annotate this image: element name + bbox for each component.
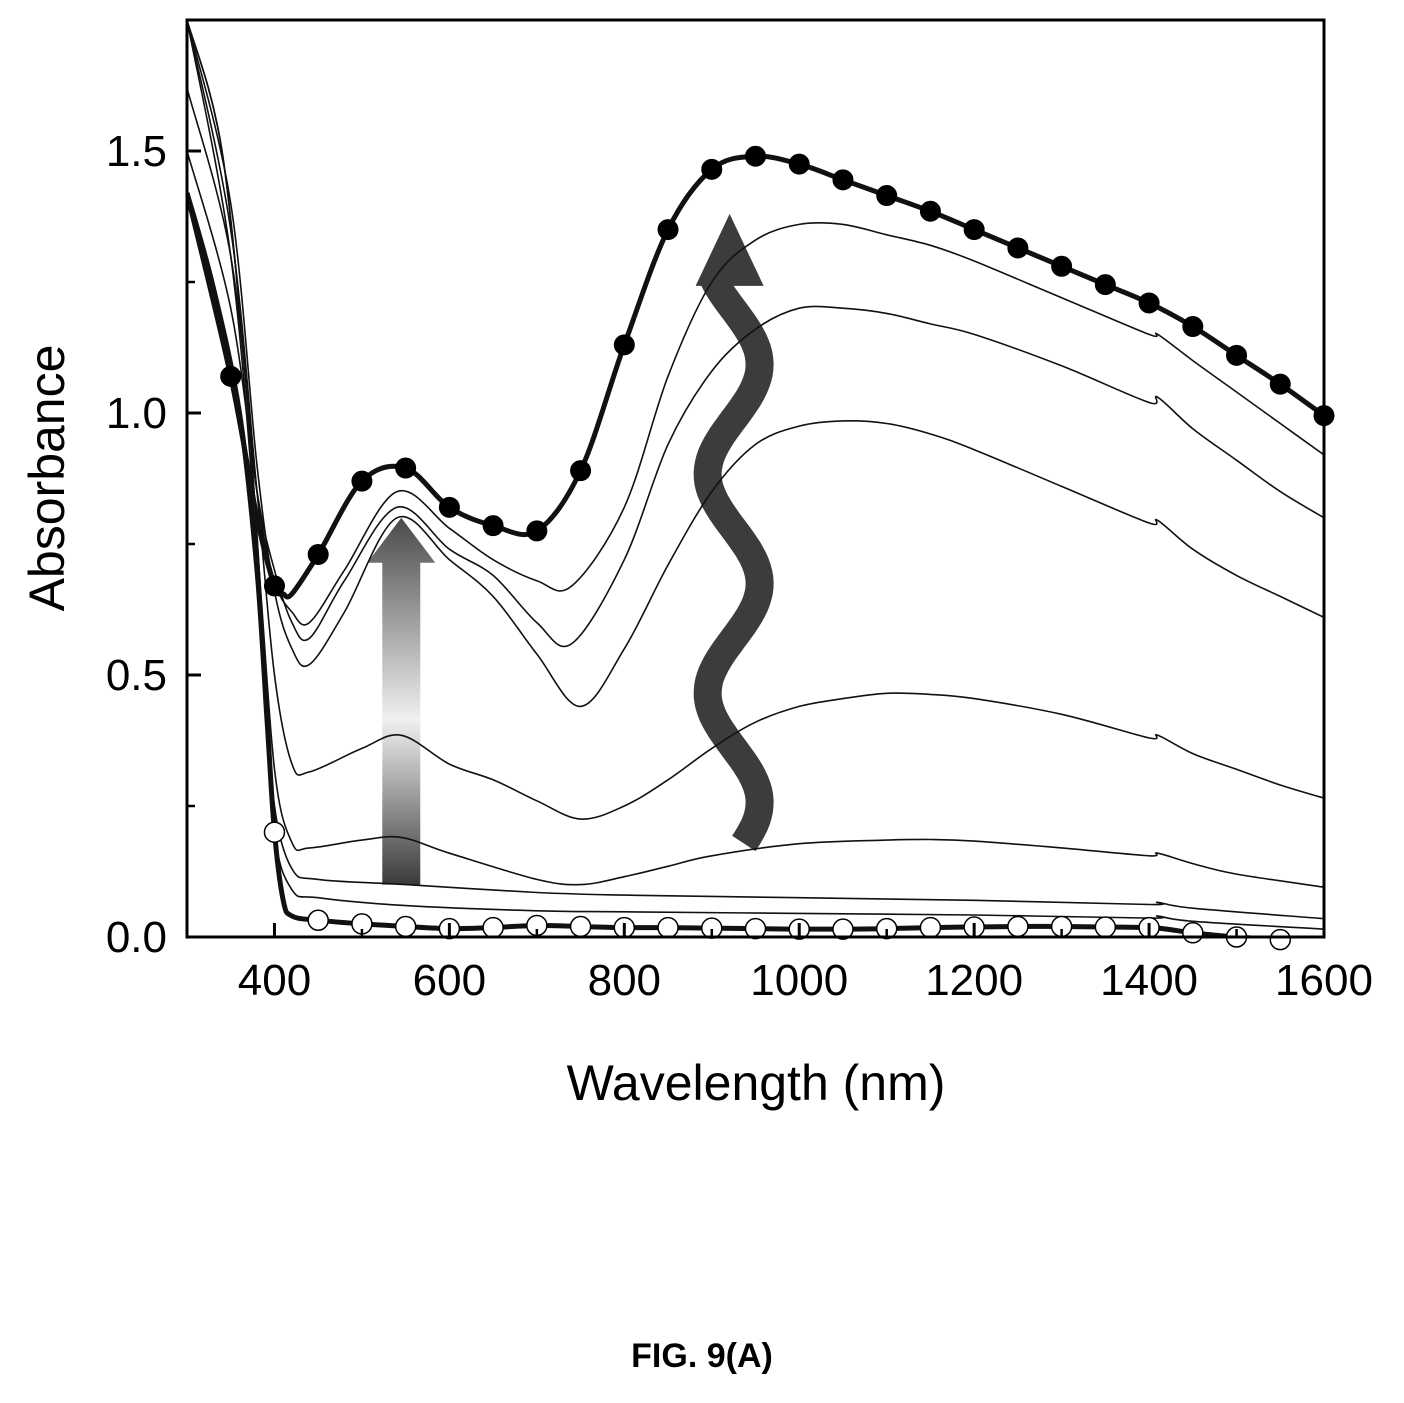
filled-circle-marker — [920, 201, 940, 221]
filled-circle-marker — [264, 576, 284, 596]
y-tick-label: 0.5 — [106, 651, 167, 700]
series-line-intermediate — [187, 20, 1324, 819]
open-circle-marker — [1008, 917, 1028, 937]
x-tick-label: 1600 — [1275, 956, 1373, 1005]
annotation-layer — [367, 214, 763, 885]
open-circle-marker — [1270, 930, 1290, 950]
up-arrow-icon — [367, 518, 435, 885]
y-axis-title: Absorbance — [19, 345, 75, 612]
open-circle-marker — [396, 917, 416, 937]
filled-circle-marker — [439, 497, 459, 517]
open-circle-marker — [483, 918, 503, 938]
filled-circle-marker — [658, 220, 678, 240]
y-tick-label: 0.0 — [106, 913, 167, 962]
open-circle-marker — [920, 918, 940, 938]
filled-circle-marker — [396, 458, 416, 478]
open-circle-marker — [1095, 917, 1115, 937]
open-circle-marker — [1183, 923, 1203, 943]
wavy-arrow-icon — [696, 214, 764, 286]
filled-circle-marker — [483, 516, 503, 536]
filled-circle-marker — [1227, 345, 1247, 365]
open-circle-marker — [308, 910, 328, 930]
filled-circle-marker — [614, 335, 634, 355]
filled-circle-marker — [1183, 317, 1203, 337]
filled-circle-marker — [352, 471, 372, 491]
filled-circle-marker — [746, 146, 766, 166]
filled-circle-marker — [308, 544, 328, 564]
filled-circle-marker — [702, 159, 722, 179]
filled-circle-marker — [789, 154, 809, 174]
filled-circle-marker — [1139, 293, 1159, 313]
filled-circle-marker — [527, 521, 547, 541]
filled-circle-marker — [1270, 374, 1290, 394]
open-circle-marker — [264, 822, 284, 842]
x-axis-title: Wavelength (nm) — [567, 1055, 946, 1111]
filled-circle-marker — [1008, 238, 1028, 258]
open-circle-marker — [658, 918, 678, 938]
x-tick-label: 800 — [588, 956, 661, 1005]
x-tick-label: 600 — [413, 956, 486, 1005]
filled-circle-marker — [1052, 256, 1072, 276]
absorbance-chart: 400 600 800 1000 1200 1400 1600 0.0 0.5 1.0 1.5 Wa… — [0, 0, 1404, 1120]
y-tick-label: 1.0 — [106, 389, 167, 438]
open-circle-marker — [571, 917, 591, 937]
figure-caption: FIG. 9(A) — [0, 1337, 1404, 1376]
filled-circle-marker — [833, 170, 853, 190]
x-tick-label: 400 — [238, 956, 311, 1005]
filled-circle-marker — [1095, 275, 1115, 295]
filled-circle-marker — [877, 186, 897, 206]
x-tick-label: 1200 — [925, 956, 1023, 1005]
x-tick-label: 1400 — [1100, 956, 1198, 1005]
x-tick-label: 1000 — [750, 956, 848, 1005]
filled-circle-marker — [964, 220, 984, 240]
y-tick-label: 1.5 — [106, 127, 167, 176]
wavy-arrow-shaft — [708, 274, 760, 844]
filled-circle-marker — [221, 366, 241, 386]
filled-circle-marker — [571, 461, 591, 481]
